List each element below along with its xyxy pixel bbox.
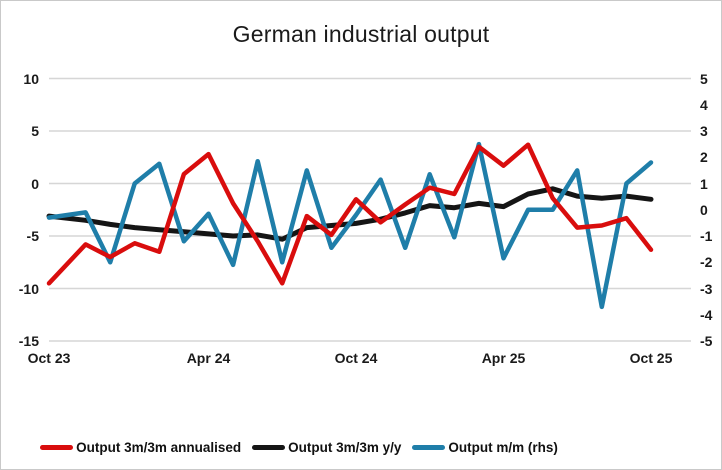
left-axis-label-10: 10	[23, 70, 39, 87]
legend-label: Output 3m/3m y/y	[288, 440, 402, 455]
series-line-output-3m-3m-annualised	[46, 142, 654, 286]
right-axis-label-2: 2	[700, 149, 708, 166]
series-line-output-m-m-rhs-	[46, 141, 654, 310]
right-axis-label-4: 4	[700, 96, 708, 113]
x-axis-label-apr-25: Apr 25	[481, 350, 526, 366]
right-axis-label--1: -1	[700, 228, 713, 244]
x-axis-label-oct-24: Oct 24	[334, 350, 378, 366]
right-axis-label--5: -5	[700, 333, 713, 349]
legend-item-output-3m-3m-y-y: Output 3m/3m y/y	[252, 440, 401, 455]
legend-label: Output 3m/3m annualised	[76, 440, 242, 455]
x-axis-label-oct-23: Oct 23	[27, 350, 71, 366]
legend-swatch-icon	[252, 445, 286, 450]
series-line-output-3m-3m-y-y	[46, 186, 654, 242]
legend-item-output-m-m-rhs-: Output m/m (rhs)	[412, 440, 558, 455]
left-axis-label-0: 0	[31, 175, 39, 192]
left-axis-label--10: -10	[18, 280, 39, 297]
left-axis-label-5: 5	[31, 123, 39, 139]
right-axis-label-1: 1	[700, 175, 708, 192]
left-axis-label--5: -5	[26, 228, 39, 244]
left-axis-label--15: -15	[18, 333, 39, 349]
legend-label: Output m/m (rhs)	[448, 440, 558, 455]
x-axis-label-oct-25: Oct 25	[629, 350, 673, 366]
legend: Output 3m/3m annualised Output 3m/3m y/y O…	[1, 440, 659, 455]
legend-item-output-3m-3m-annualised: Output 3m/3m annualised	[40, 440, 241, 455]
right-axis-label--2: -2	[700, 254, 713, 271]
legend-swatch-icon	[412, 445, 446, 450]
right-axis-label-3: 3	[700, 123, 708, 139]
right-axis-label-0: 0	[700, 201, 708, 218]
right-axis-label-5: 5	[700, 70, 708, 87]
legend-swatch-icon	[40, 445, 74, 450]
x-axis-label-apr-24: Apr 24	[186, 350, 231, 366]
right-axis-label--3: -3	[700, 280, 713, 297]
chart-title: German industrial output	[232, 21, 490, 47]
right-axis-label--4: -4	[700, 306, 713, 323]
